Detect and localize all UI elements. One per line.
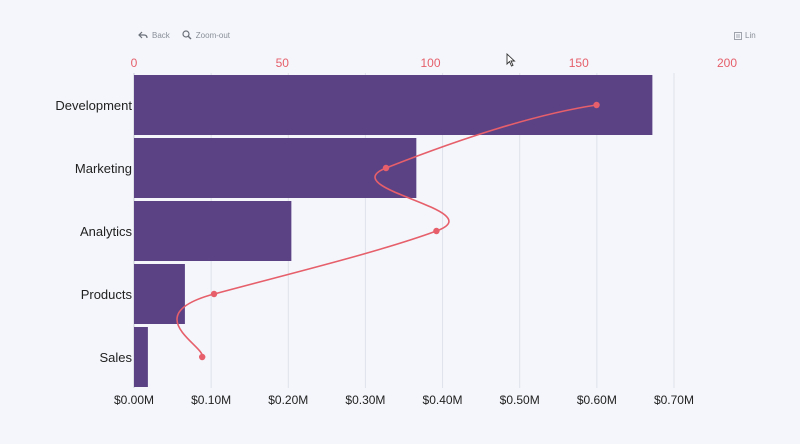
bar[interactable]	[134, 75, 653, 135]
bar[interactable]	[134, 138, 417, 198]
top-axis-tick-label: 100	[420, 56, 440, 70]
top-axis-tick-label: 50	[276, 56, 290, 70]
line-point[interactable]	[433, 227, 440, 235]
bar[interactable]	[134, 201, 292, 261]
list-icon	[734, 31, 742, 40]
mouse-pointer-icon	[506, 53, 516, 67]
zoom-out-button[interactable]: Zoom-out	[182, 30, 230, 40]
scale-toggle-button[interactable]: Lin	[734, 31, 756, 40]
bottom-axis-tick-label: $0.60M	[577, 393, 617, 407]
series-line	[176, 104, 597, 358]
bottom-axis-tick-label: $0.30M	[345, 393, 385, 407]
line-point[interactable]	[382, 164, 390, 172]
category-label: Analytics	[80, 224, 133, 239]
back-arrow-icon	[138, 31, 148, 39]
bar[interactable]	[134, 264, 185, 324]
category-label: Marketing	[75, 161, 132, 176]
bottom-axis-tick-label: $0.50M	[500, 393, 540, 407]
zoom-out-label: Zoom-out	[195, 30, 231, 40]
bottom-axis-tick-label: $0.40M	[423, 393, 463, 407]
bars-layer	[134, 75, 653, 387]
bottom-axis-tick-label: $0.10M	[191, 393, 231, 407]
back-button[interactable]: Back	[138, 30, 170, 40]
line-point[interactable]	[210, 290, 218, 298]
category-label: Development	[55, 98, 132, 113]
axis-layer: Development Marketing Analytics Products Sal…	[55, 56, 737, 407]
bar[interactable]	[134, 327, 148, 387]
back-label: Back	[152, 30, 170, 40]
top-axis-tick-label: 150	[569, 56, 589, 70]
line-point[interactable]	[593, 101, 600, 109]
bottom-axis-tick-label: $0.00M	[114, 393, 154, 407]
chart-toolbar: Back Zoom-out	[138, 30, 230, 40]
magnifier-icon	[182, 30, 192, 40]
line-layer	[176, 101, 600, 361]
bottom-axis-tick-label: $0.20M	[268, 393, 308, 407]
top-axis-tick-label: 200	[717, 56, 737, 70]
scale-toggle-label: Lin	[745, 31, 756, 40]
category-label: Sales	[99, 350, 132, 365]
top-axis-tick-label: 0	[131, 56, 138, 70]
line-point[interactable]	[198, 353, 206, 361]
category-label: Products	[81, 287, 133, 302]
bottom-axis-tick-label: $0.70M	[654, 393, 694, 407]
